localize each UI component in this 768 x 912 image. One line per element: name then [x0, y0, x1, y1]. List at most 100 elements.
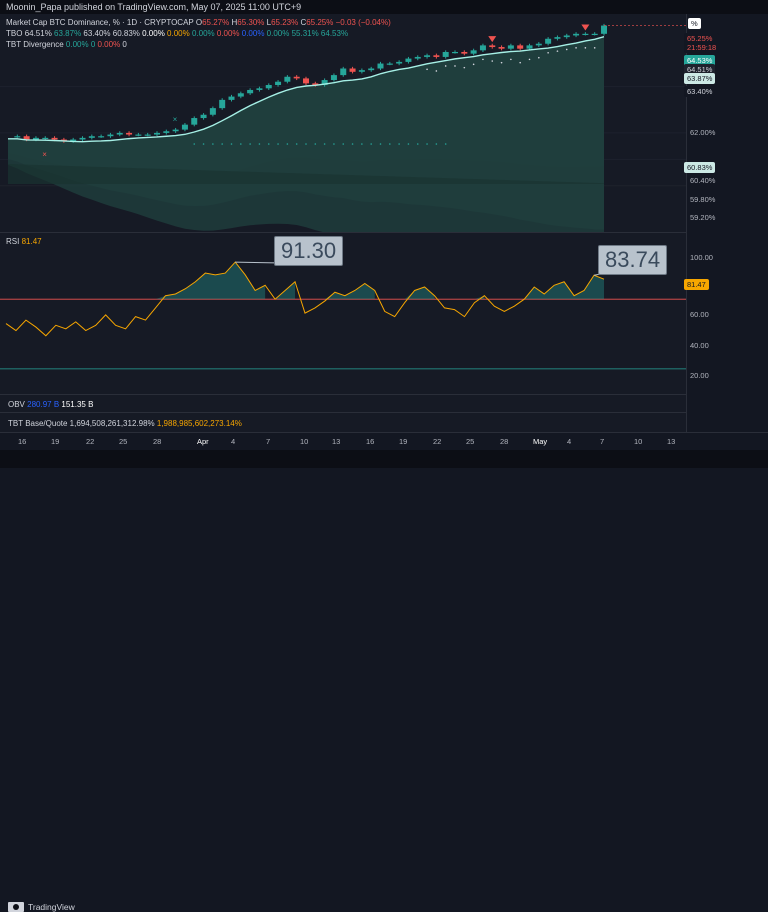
candle-body: [237, 93, 244, 97]
tradingview-logo[interactable]: TradingView: [8, 902, 75, 912]
candle-body: [489, 45, 496, 48]
bar-countdown: 21:59:18: [687, 43, 717, 52]
tbo-legend[interactable]: TBO 64.51% 63.87% 63.40% 60.83% 0.00% 0.…: [6, 28, 348, 39]
signal-dot: [510, 58, 512, 61]
ohlc-open-label: O: [195, 18, 203, 27]
tbo-value-8: 0.00%: [214, 29, 240, 38]
tbo-value-3: 63.40%: [81, 29, 111, 38]
candle-body: [116, 132, 123, 135]
price-tick-5920: 59.20%: [690, 213, 716, 222]
rsi-callout-peak-1: 91.30: [274, 236, 344, 266]
support-dot: [267, 143, 270, 145]
support-dot: [435, 143, 438, 145]
candle-body: [573, 33, 580, 36]
candle-body: [303, 78, 309, 84]
candle-body: [470, 50, 477, 54]
candle-body: [554, 37, 561, 39]
footer: TradingView: [0, 450, 768, 912]
support-dot: [277, 143, 279, 145]
time-tick: Apr: [197, 437, 209, 446]
obv-pane[interactable]: OBV 280.97 B 151.35 B: [0, 394, 686, 413]
support-dot: [379, 143, 382, 145]
candle-body: [498, 47, 505, 49]
symbol-legend[interactable]: Market Cap BTC Dominance, % · 1D · CRYPT…: [6, 17, 391, 28]
candle-body: [563, 35, 570, 38]
time-tick: 13: [332, 437, 341, 446]
candle-body: [386, 63, 393, 65]
candle-body: [98, 136, 105, 138]
signal-dot: [472, 63, 475, 66]
support-dot: [426, 143, 428, 145]
candle-body: [163, 131, 170, 133]
signal-dot: [500, 61, 503, 64]
candle-body: [545, 38, 552, 44]
tbo-value-4: 60.83%: [110, 29, 140, 38]
candle-body: [330, 75, 337, 81]
tbo-value-6: 0.00%: [164, 29, 190, 38]
time-tick: 13: [667, 437, 676, 446]
support-dot: [342, 143, 345, 145]
tbt-divergence-legend[interactable]: TBT Divergence 0.00% 0 0.00% 0: [6, 39, 127, 50]
support-dot: [389, 143, 391, 145]
support-dot: [444, 143, 447, 145]
ohlc-close: 65.25%: [306, 18, 334, 27]
candle-body: [32, 137, 39, 140]
tbo-badge-5: 60.83%: [684, 162, 716, 173]
candle-body: [191, 118, 198, 125]
signal-dot: [519, 61, 521, 64]
rsi-tick-100: 100.00: [690, 253, 713, 262]
signal-dot: [426, 68, 428, 71]
rsi-legend[interactable]: RSI 81.47: [6, 236, 42, 247]
candle-body: [405, 58, 412, 62]
signal-dot: [482, 58, 484, 61]
support-dot: [212, 143, 214, 145]
ohlc-high-label: H: [231, 18, 238, 27]
tbt-base-quote-legend[interactable]: TBT Base/Quote 1,694,508,261,312.98% 1,9…: [8, 418, 242, 429]
publish-info: Moonin_Papa published on TradingView.com…: [6, 2, 302, 12]
support-dot: [416, 143, 419, 145]
signal-dot: [593, 47, 596, 49]
candle-body: [358, 70, 365, 72]
candle-body: [349, 68, 356, 72]
ohlc-high: 65.30%: [237, 18, 265, 27]
candle-body: [70, 139, 77, 142]
candle-body: [154, 132, 160, 135]
rsi-callout-peak-2: 83.74: [598, 245, 668, 275]
signal-dot: [575, 47, 577, 49]
candle-body: [377, 63, 384, 69]
rsi-chart: [0, 261, 686, 370]
time-tick: 28: [500, 437, 509, 446]
tbt-base-quote-pane[interactable]: TBT Base/Quote 1,694,508,261,312.98% 1,9…: [0, 412, 686, 433]
candle-body: [275, 81, 282, 86]
time-tick: 19: [51, 437, 60, 446]
rsi-last-value-badge: 81.47: [684, 279, 709, 290]
time-tick: 4: [567, 437, 572, 446]
candle-body: [507, 45, 514, 49]
tbo-value-5: 0.00%: [139, 29, 165, 38]
support-dot: [258, 143, 261, 145]
candle-body: [340, 68, 347, 76]
time-axis[interactable]: 16 19 22 25 28 Apr 4 7 10 13 16 19 22 25 28 May 4 7 10 13: [0, 432, 768, 451]
candle-body: [461, 51, 468, 54]
rsi-tick-20: 20.00: [690, 371, 709, 380]
tradingview-logo-icon: [8, 902, 24, 912]
price-pane[interactable]: × × Market Cap BTC Dominance, % · 1D · CR…: [0, 14, 686, 232]
publish-info-bar: Moonin_Papa published on TradingView.com…: [0, 0, 768, 14]
candle-body: [479, 45, 486, 51]
candle-body: [452, 51, 458, 54]
candle-body: [51, 137, 58, 140]
candle-body: [396, 61, 403, 64]
candle-body: [256, 88, 263, 90]
support-dot: [221, 143, 223, 145]
candle-body: [107, 134, 114, 137]
obv-label: OBV: [8, 400, 25, 409]
candle-body: [535, 43, 542, 46]
tbo-value-9: 0.00%: [239, 29, 265, 38]
tbo-badge-3: 63.87%: [684, 73, 716, 84]
ohlc-open: 65.27%: [202, 18, 230, 27]
obv-legend[interactable]: OBV 280.97 B 151.35 B: [8, 399, 93, 410]
tbt-divergence-label: TBT Divergence: [6, 40, 64, 49]
candle-body: [23, 136, 30, 140]
tbo-badge-4: 63.40%: [684, 86, 716, 97]
signal-dot: [547, 51, 549, 54]
